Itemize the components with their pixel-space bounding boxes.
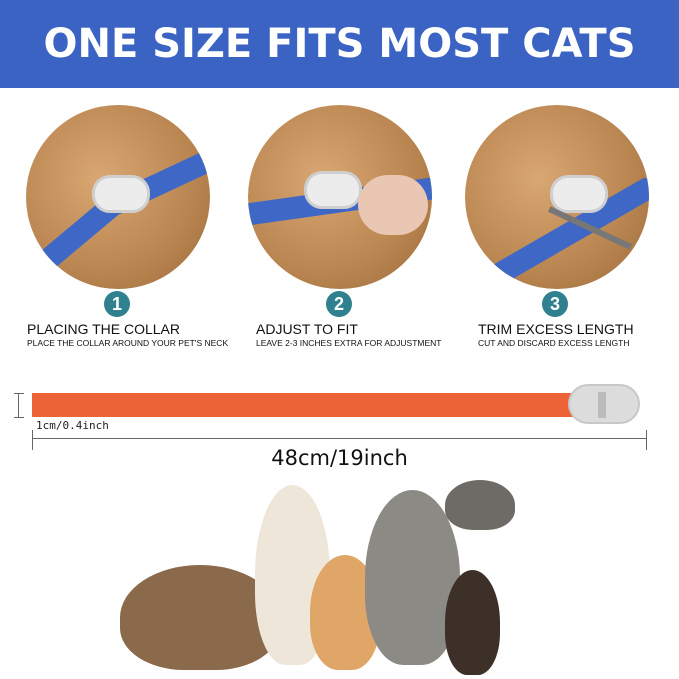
step-3-photo: [465, 105, 649, 289]
banner-title: ONE SIZE FITS MOST CATS: [43, 21, 636, 67]
step-2-title: ADJUST TO FIT: [256, 321, 358, 337]
banner: ONE SIZE FITS MOST CATS: [0, 0, 679, 88]
step-2-badge: 2: [326, 291, 352, 317]
step-2-photo: [248, 105, 432, 289]
step-1-badge: 1: [104, 291, 130, 317]
step-3-title: TRIM EXCESS LENGTH: [478, 321, 634, 337]
step-2-subtitle: LEAVE 2-3 INCHES EXTRA FOR ADJUSTMENT: [256, 338, 442, 348]
step-3-subtitle: CUT AND DISCARD EXCESS LENGTH: [478, 338, 630, 348]
length-dimension-line: [32, 438, 647, 439]
length-label: 48cm/19inch: [271, 446, 408, 470]
collar-strap: [32, 393, 592, 417]
step-3-badge: 3: [542, 291, 568, 317]
step-1-photo: [26, 105, 210, 289]
step-1-subtitle: PLACE THE COLLAR AROUND YOUR PET'S NECK: [27, 338, 229, 348]
collar-buckle: [568, 384, 640, 424]
width-dimension-line: [18, 393, 19, 417]
step-1-title: PLACING THE COLLAR: [27, 321, 181, 337]
width-label: 1cm/0.4inch: [36, 419, 109, 432]
